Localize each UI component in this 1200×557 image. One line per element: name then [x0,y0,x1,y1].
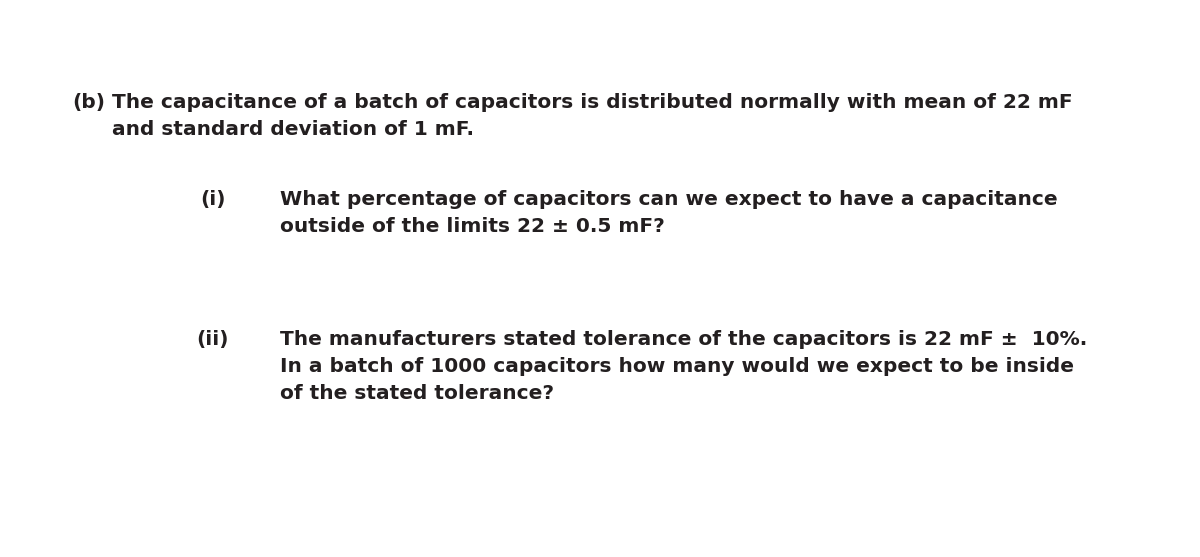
Text: The manufacturers stated tolerance of the capacitors is 22 mF ±  10%.: The manufacturers stated tolerance of th… [280,330,1087,349]
Text: What percentage of capacitors can we expect to have a capacitance: What percentage of capacitors can we exp… [280,190,1057,209]
Text: of the stated tolerance?: of the stated tolerance? [280,384,554,403]
Text: The capacitance of a batch of capacitors is distributed normally with mean of 22: The capacitance of a batch of capacitors… [112,93,1073,112]
Text: (i): (i) [200,190,226,209]
Text: In a batch of 1000 capacitors how many would we expect to be inside: In a batch of 1000 capacitors how many w… [280,357,1074,376]
Text: (ii): (ii) [196,330,228,349]
Text: and standard deviation of 1 mF.: and standard deviation of 1 mF. [112,120,474,139]
Text: outside of the limits 22 ± 0.5 mF?: outside of the limits 22 ± 0.5 mF? [280,217,665,236]
Text: (b): (b) [72,93,106,112]
